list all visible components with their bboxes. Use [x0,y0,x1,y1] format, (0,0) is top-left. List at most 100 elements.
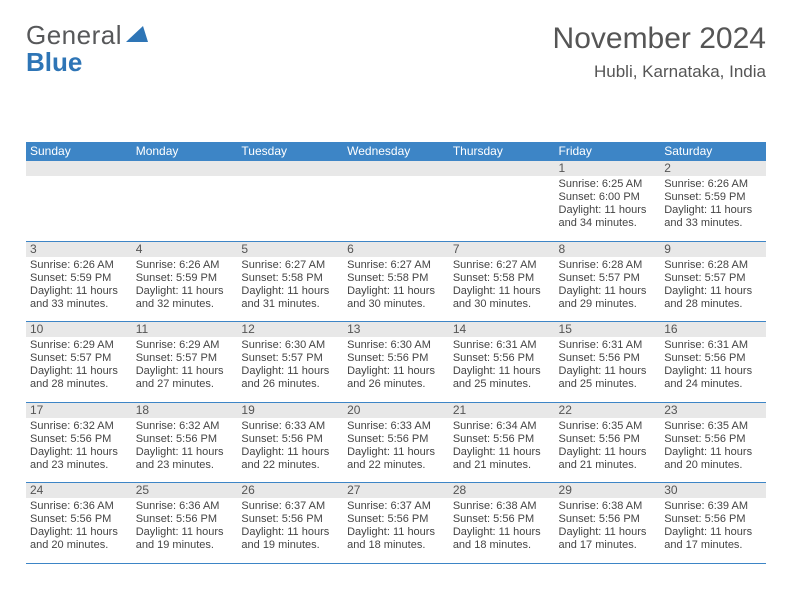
day-number-cell: 8 [555,241,661,257]
day-number-cell: 27 [343,483,449,499]
day-number-cell: 12 [237,322,343,338]
day-number-cell: 23 [660,402,766,418]
sunset-text: Sunset: 5:57 PM [664,272,762,285]
day-number-row: 10111213141516 [26,322,766,338]
sunset-text: Sunset: 5:57 PM [559,272,657,285]
daylight-text: Daylight: 11 hours and 21 minutes. [453,446,551,472]
day-number-cell [132,161,238,177]
day-content-cell: Sunrise: 6:33 AMSunset: 5:56 PMDaylight:… [343,418,449,483]
weekday-header-row: Sunday Monday Tuesday Wednesday Thursday… [26,142,766,161]
day-number-cell: 5 [237,241,343,257]
day-number-cell: 19 [237,402,343,418]
daylight-text: Daylight: 11 hours and 24 minutes. [664,365,762,391]
sunset-text: Sunset: 5:56 PM [347,513,445,526]
day-content-cell: Sunrise: 6:30 AMSunset: 5:56 PMDaylight:… [343,337,449,402]
sunrise-text: Sunrise: 6:39 AM [664,500,762,513]
sunset-text: Sunset: 5:56 PM [241,433,339,446]
header-right: November 2024 Hubli, Karnataka, India [553,22,766,82]
day-number-cell [449,161,555,177]
day-number-cell: 10 [26,322,132,338]
sunset-text: Sunset: 5:56 PM [30,513,128,526]
day-content-cell: Sunrise: 6:39 AMSunset: 5:56 PMDaylight:… [660,498,766,563]
daylight-text: Daylight: 11 hours and 33 minutes. [664,204,762,230]
day-number-cell [343,161,449,177]
daylight-text: Daylight: 11 hours and 32 minutes. [136,285,234,311]
daylight-text: Daylight: 11 hours and 30 minutes. [453,285,551,311]
sunrise-text: Sunrise: 6:34 AM [453,420,551,433]
day-content-cell: Sunrise: 6:32 AMSunset: 5:56 PMDaylight:… [26,418,132,483]
day-content-cell: Sunrise: 6:37 AMSunset: 5:56 PMDaylight:… [237,498,343,563]
day-content-cell: Sunrise: 6:35 AMSunset: 5:56 PMDaylight:… [555,418,661,483]
sunset-text: Sunset: 5:56 PM [453,513,551,526]
daylight-text: Daylight: 11 hours and 29 minutes. [559,285,657,311]
sunrise-text: Sunrise: 6:38 AM [453,500,551,513]
sunrise-text: Sunrise: 6:32 AM [30,420,128,433]
day-number-cell: 11 [132,322,238,338]
sunset-text: Sunset: 5:57 PM [30,352,128,365]
sunset-text: Sunset: 5:56 PM [347,433,445,446]
day-number-row: 24252627282930 [26,483,766,499]
location-text: Hubli, Karnataka, India [553,62,766,82]
day-number-cell: 21 [449,402,555,418]
sunset-text: Sunset: 5:57 PM [241,352,339,365]
sunset-text: Sunset: 6:00 PM [559,191,657,204]
logo-triangle-icon [126,24,148,47]
daylight-text: Daylight: 11 hours and 27 minutes. [136,365,234,391]
day-content-cell: Sunrise: 6:29 AMSunset: 5:57 PMDaylight:… [26,337,132,402]
sunset-text: Sunset: 5:56 PM [664,433,762,446]
daylight-text: Daylight: 11 hours and 20 minutes. [664,446,762,472]
sunset-text: Sunset: 5:58 PM [453,272,551,285]
sunrise-text: Sunrise: 6:32 AM [136,420,234,433]
day-content-cell: Sunrise: 6:36 AMSunset: 5:56 PMDaylight:… [26,498,132,563]
day-number-cell: 15 [555,322,661,338]
day-content-cell: Sunrise: 6:27 AMSunset: 5:58 PMDaylight:… [237,257,343,322]
day-content-row: Sunrise: 6:36 AMSunset: 5:56 PMDaylight:… [26,498,766,563]
day-content-cell: Sunrise: 6:38 AMSunset: 5:56 PMDaylight:… [555,498,661,563]
sunrise-text: Sunrise: 6:35 AM [664,420,762,433]
weekday-header: Friday [555,142,661,161]
sunrise-text: Sunrise: 6:35 AM [559,420,657,433]
sunrise-text: Sunrise: 6:26 AM [30,259,128,272]
sunset-text: Sunset: 5:56 PM [559,513,657,526]
day-number-cell: 30 [660,483,766,499]
sunrise-text: Sunrise: 6:26 AM [664,178,762,191]
day-number-cell: 20 [343,402,449,418]
day-number-cell: 26 [237,483,343,499]
day-content-cell: Sunrise: 6:36 AMSunset: 5:56 PMDaylight:… [132,498,238,563]
day-content-cell [343,176,449,241]
sunrise-text: Sunrise: 6:33 AM [241,420,339,433]
sunrise-text: Sunrise: 6:29 AM [136,339,234,352]
sunrise-text: Sunrise: 6:37 AM [347,500,445,513]
sunset-text: Sunset: 5:56 PM [347,352,445,365]
daylight-text: Daylight: 11 hours and 18 minutes. [453,526,551,552]
sunset-text: Sunset: 5:56 PM [559,352,657,365]
day-number-cell: 9 [660,241,766,257]
sunrise-text: Sunrise: 6:29 AM [30,339,128,352]
weekday-header: Monday [132,142,238,161]
daylight-text: Daylight: 11 hours and 22 minutes. [347,446,445,472]
sunrise-text: Sunrise: 6:38 AM [559,500,657,513]
daylight-text: Daylight: 11 hours and 18 minutes. [347,526,445,552]
daylight-text: Daylight: 11 hours and 25 minutes. [559,365,657,391]
daylight-text: Daylight: 11 hours and 30 minutes. [347,285,445,311]
day-content-cell: Sunrise: 6:26 AMSunset: 5:59 PMDaylight:… [132,257,238,322]
day-number-cell: 25 [132,483,238,499]
sunrise-text: Sunrise: 6:27 AM [453,259,551,272]
sunrise-text: Sunrise: 6:37 AM [241,500,339,513]
sunrise-text: Sunrise: 6:36 AM [30,500,128,513]
daylight-text: Daylight: 11 hours and 19 minutes. [136,526,234,552]
daylight-text: Daylight: 11 hours and 22 minutes. [241,446,339,472]
day-content-cell: Sunrise: 6:28 AMSunset: 5:57 PMDaylight:… [660,257,766,322]
day-content-cell: Sunrise: 6:27 AMSunset: 5:58 PMDaylight:… [449,257,555,322]
day-number-row: 3456789 [26,241,766,257]
daylight-text: Daylight: 11 hours and 19 minutes. [241,526,339,552]
day-number-cell: 13 [343,322,449,338]
day-number-cell: 3 [26,241,132,257]
sunrise-text: Sunrise: 6:27 AM [241,259,339,272]
sunrise-text: Sunrise: 6:28 AM [664,259,762,272]
weekday-header: Thursday [449,142,555,161]
day-number-cell: 29 [555,483,661,499]
daylight-text: Daylight: 11 hours and 20 minutes. [30,526,128,552]
daylight-text: Daylight: 11 hours and 17 minutes. [559,526,657,552]
day-content-row: Sunrise: 6:25 AMSunset: 6:00 PMDaylight:… [26,176,766,241]
